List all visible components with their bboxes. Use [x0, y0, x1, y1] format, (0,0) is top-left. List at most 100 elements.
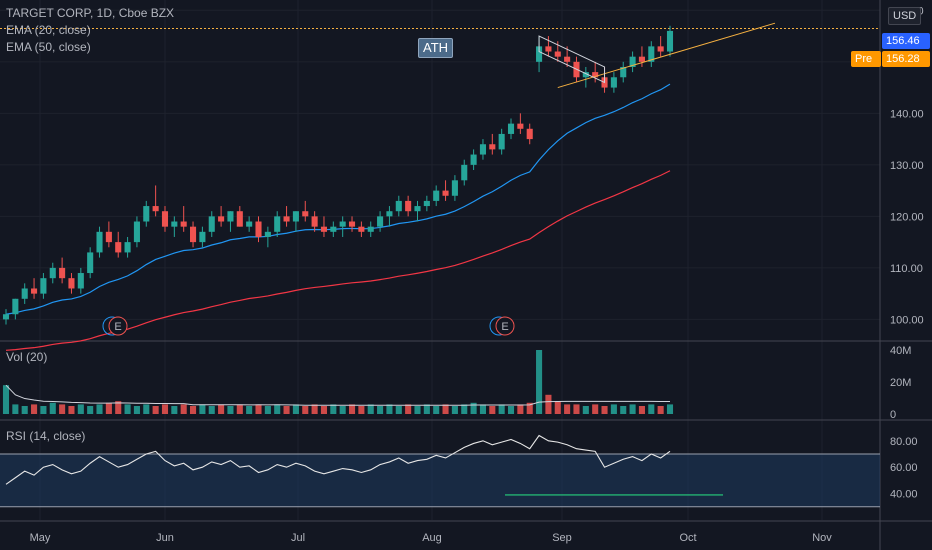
rsi-line: [5, 434, 671, 485]
volume-axis-label: 20M: [890, 377, 911, 389]
candle-body: [648, 46, 655, 62]
time-axis-label: May: [30, 532, 51, 544]
candle-body: [638, 56, 645, 62]
volume-bar: [564, 404, 571, 414]
candle-body: [592, 72, 599, 78]
volume-bar: [367, 404, 374, 414]
volume-bar: [274, 404, 281, 414]
price-axis-label: 130.00: [890, 160, 924, 172]
volume-bar: [208, 406, 215, 414]
candle-body: [564, 56, 571, 62]
volume-bar: [152, 406, 159, 414]
volume-bar: [218, 404, 225, 414]
candle-body: [255, 221, 262, 237]
candle-body: [423, 200, 430, 207]
currency-button[interactable]: USD: [888, 7, 922, 25]
candle-body: [610, 77, 617, 88]
candle-body: [395, 200, 402, 212]
ema20-line: [5, 83, 671, 315]
candle-body: [115, 242, 122, 253]
volume-bar: [124, 404, 131, 414]
candle-body: [152, 206, 159, 212]
volume-bar: [507, 406, 515, 414]
volume-bar: [489, 406, 496, 414]
volume-bar: [105, 402, 112, 414]
volume-legend[interactable]: Vol (20): [6, 350, 48, 364]
volume-bar: [115, 401, 122, 414]
volume-bar: [423, 404, 430, 414]
candle-body: [517, 123, 524, 129]
candle-body: [433, 190, 440, 201]
volume-bar: [199, 404, 206, 414]
volume-bar: [320, 406, 328, 414]
candle-body: [666, 30, 674, 52]
candle-body: [124, 242, 131, 253]
candle-body: [274, 216, 281, 232]
volume-bar: [517, 404, 524, 414]
volume-bar: [461, 404, 468, 414]
volume-bar: [133, 406, 140, 414]
volume-bar: [283, 406, 290, 414]
candle-body: [105, 231, 112, 243]
ema50-legend[interactable]: EMA (50, close): [6, 40, 91, 54]
flag-pattern: [538, 35, 606, 84]
ema20-legend[interactable]: EMA (20, close): [6, 23, 91, 37]
volume-bar: [21, 406, 28, 414]
volume-axis-label: 40M: [890, 345, 911, 357]
volume-bar: [545, 394, 552, 414]
volume-bar: [666, 404, 674, 414]
candle-body: [405, 200, 412, 212]
candle-body: [386, 211, 393, 217]
volume-bar: [358, 406, 365, 414]
candle-body: [620, 66, 627, 78]
volume-bar: [414, 406, 421, 414]
candle-body: [507, 123, 515, 134]
earnings-marker-label: E: [114, 321, 121, 333]
volume-bar: [395, 406, 402, 414]
rsi-band: [0, 454, 880, 507]
volume-bar: [610, 404, 617, 414]
candle-body: [77, 273, 84, 289]
volume-bar: [302, 406, 309, 414]
price-axis-label: 120.00: [890, 211, 924, 223]
candle-body: [461, 164, 468, 181]
candle-body: [208, 216, 215, 232]
volume-axis-label: 0: [890, 409, 896, 421]
candle-body: [498, 133, 505, 150]
pre-market-price: 156.28: [882, 51, 930, 67]
candle-body: [451, 180, 458, 196]
volume-bar: [470, 402, 477, 414]
volume-bar: [143, 404, 150, 414]
time-axis-label: Sep: [552, 532, 572, 544]
price-axis-label: 140.00: [890, 108, 924, 120]
volume-bar: [227, 406, 234, 414]
volume-bar: [554, 401, 561, 414]
volume-bar: [451, 406, 458, 414]
candle-body: [629, 56, 636, 67]
time-axis-label: Jul: [291, 532, 305, 544]
candle-body: [414, 206, 421, 212]
volume-bar: [59, 404, 66, 414]
candle-body: [536, 46, 543, 62]
volume-bar: [620, 406, 627, 414]
volume-bar: [87, 406, 94, 414]
volume-bar: [638, 406, 645, 414]
volume-bar: [171, 406, 178, 414]
earnings-marker: [495, 316, 515, 336]
volume-bar: [386, 404, 393, 414]
candle-body: [489, 144, 496, 150]
candle-body: [59, 267, 66, 279]
time-axis-label: Aug: [422, 532, 442, 544]
candle-body: [171, 221, 178, 227]
time-axis-label: Oct: [679, 532, 696, 544]
rsi-legend[interactable]: RSI (14, close): [6, 429, 86, 443]
volume-bar: [601, 406, 608, 414]
candle-body: [358, 226, 365, 232]
volume-bar: [68, 406, 75, 414]
rsi-axis-label: 60.00: [890, 462, 918, 474]
volume-bar: [236, 404, 243, 414]
candle-body: [330, 226, 337, 232]
candle-body: [367, 226, 374, 232]
volume-bar: [582, 406, 589, 414]
